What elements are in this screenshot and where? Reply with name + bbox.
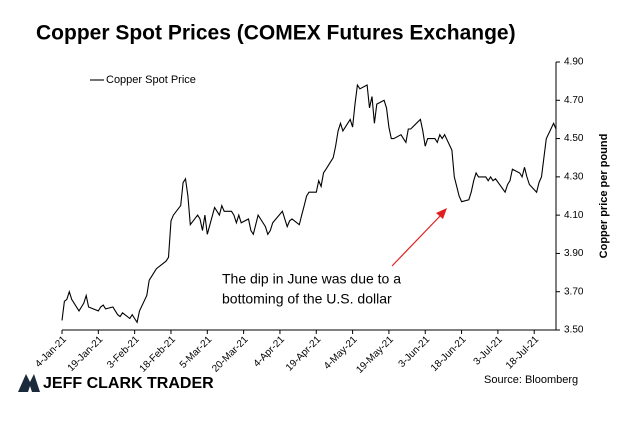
x-tick-label: 4-Apr-21 — [252, 334, 288, 370]
arrow-head — [436, 208, 447, 219]
y-tick-label: 4.10 — [564, 210, 584, 221]
chart-title: Copper Spot Prices (COMEX Futures Exchan… — [36, 22, 516, 45]
y-tick-label: 3.70 — [564, 286, 584, 297]
arrow — [391, 213, 443, 267]
x-tick-label: 19-May-21 — [354, 334, 396, 376]
source: Source: Bloomberg — [484, 374, 578, 386]
x-tick-label: 18-Jun-21 — [429, 334, 469, 374]
x-tick-label: 4-May-21 — [322, 334, 360, 372]
x-tick-label: 18-Feb-21 — [138, 334, 179, 375]
x-tick-label: 3-Feb-21 — [105, 334, 142, 371]
x-tick-label: 18-Jul-21 — [504, 334, 542, 372]
legend-label: Copper Spot Price — [106, 74, 196, 86]
y-tick-label: 4.70 — [564, 95, 584, 106]
x-tick-label: 3-Jun-21 — [397, 334, 433, 370]
x-tick-label: 19-Apr-21 — [284, 334, 324, 374]
y-tick-label: 3.50 — [564, 325, 584, 336]
line — [61, 83, 557, 324]
annotation: bottoming of the U.S. dollar — [222, 291, 392, 307]
x-tick-label: 4-Jan-21 — [33, 334, 69, 370]
y-tick-label: 4.30 — [564, 171, 584, 182]
x-tick-label: 5-Mar-21 — [178, 334, 215, 371]
y-tick-label: 3.90 — [564, 248, 584, 259]
x-tick-label: 3-Jul-21 — [472, 334, 506, 368]
x-tick-label: 20-Mar-21 — [210, 334, 251, 375]
logo-icon — [18, 374, 40, 392]
y-axis-label: Copper price per pound — [598, 134, 610, 259]
x-tick-label: 19-Jan-21 — [66, 334, 106, 374]
brand: JEFF CLARK TRADER — [43, 375, 214, 392]
y-tick-label: 4.50 — [564, 133, 584, 144]
y-tick-label: 4.90 — [564, 57, 584, 68]
annotation: The dip in June was due to a — [222, 271, 401, 287]
